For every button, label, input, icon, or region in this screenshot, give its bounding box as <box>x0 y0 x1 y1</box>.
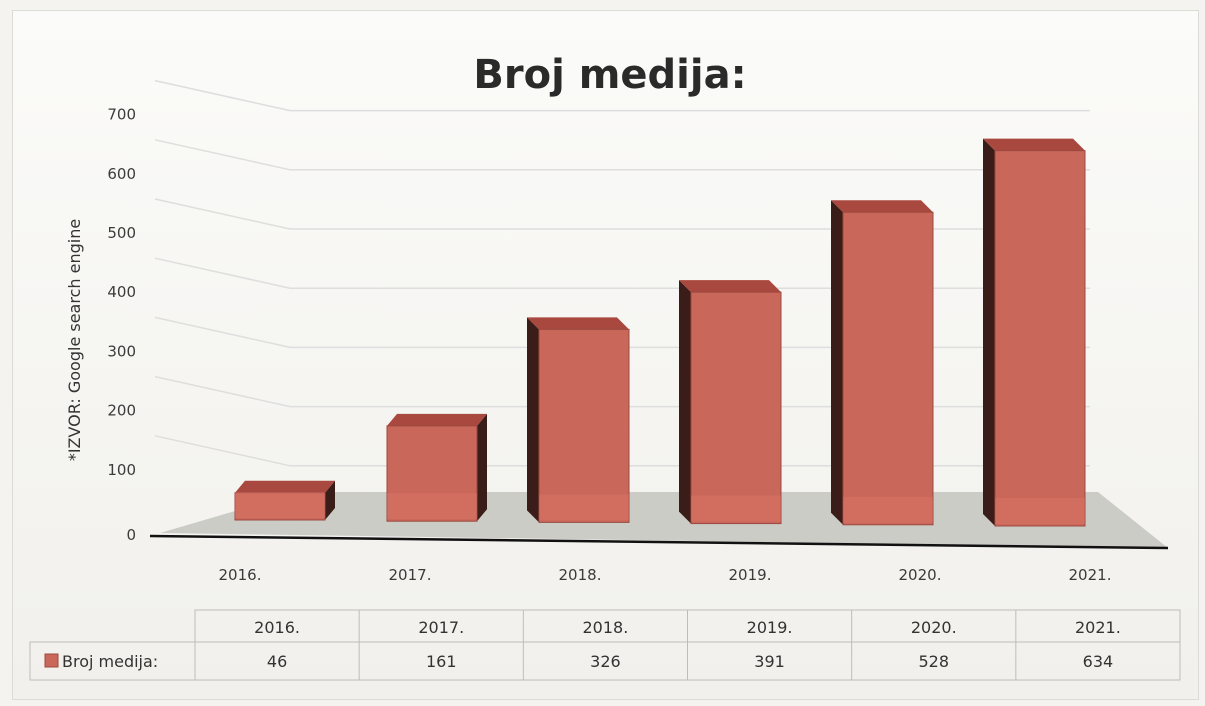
bar-reflection <box>691 495 781 522</box>
table-header-cell: 2018. <box>583 618 629 637</box>
table-value-cell: 161 <box>426 652 457 671</box>
legend-swatch <box>44 653 59 668</box>
bar-side <box>527 317 539 523</box>
table-header-cell: 2020. <box>911 618 957 637</box>
x-axis-line <box>149 534 1169 550</box>
bar-top <box>679 280 781 293</box>
y-axis-label: *IZVOR: Google search engine <box>65 219 84 461</box>
x-tick-label: 2018. <box>559 566 602 584</box>
grid-line <box>154 316 1090 349</box>
table-value-cell: 326 <box>590 652 621 671</box>
y-tick-label: 0 <box>126 526 136 544</box>
bar-side <box>831 200 843 525</box>
y-tick-label: 100 <box>107 461 136 479</box>
bar-top <box>983 138 1085 151</box>
bar <box>842 211 934 526</box>
x-tick-label: 2019. <box>729 566 772 584</box>
grid-line <box>154 79 1090 112</box>
bar-side <box>325 480 335 520</box>
y-axis-ticks: 0 100 200 300 400 500 600 700 <box>107 106 136 544</box>
y-tick-label: 400 <box>107 283 136 301</box>
table-header-cell: 2019. <box>747 618 793 637</box>
bar <box>234 492 326 521</box>
table-value-cell: 391 <box>754 652 785 671</box>
bars <box>234 138 1086 527</box>
data-table: Broj medija: 2016. 46 2017. 161 2018. 326 2019.… <box>29 609 1181 681</box>
x-tick-label: 2016. <box>219 566 262 584</box>
grid-lines <box>154 79 1090 467</box>
bar-side <box>477 413 487 522</box>
x-tick-label: 2017. <box>389 566 432 584</box>
bar-reflection <box>843 496 933 523</box>
bar <box>994 150 1086 527</box>
bar <box>538 328 630 523</box>
bar-reflection <box>387 493 477 520</box>
y-tick-label: 700 <box>107 106 136 124</box>
table-header-cell: 2021. <box>1075 618 1121 637</box>
bar <box>386 425 478 522</box>
legend-series-name: Broj medija: <box>62 652 158 671</box>
chart-title: Broj medija: <box>473 52 746 98</box>
table-header-cell: 2017. <box>418 618 464 637</box>
x-tick-label: 2021. <box>1069 566 1112 584</box>
bar-top <box>831 200 933 213</box>
x-tick-label: 2020. <box>899 566 942 584</box>
y-tick-label: 600 <box>107 165 136 183</box>
table-value-cell: 528 <box>918 652 949 671</box>
y-tick-label: 200 <box>107 402 136 420</box>
y-tick-label: 500 <box>107 224 136 242</box>
bar-top <box>527 317 629 330</box>
table-header-cell: 2016. <box>254 618 300 637</box>
bar-reflection <box>995 498 1085 524</box>
bar-top <box>235 480 335 493</box>
bar-side <box>983 138 995 526</box>
bar <box>690 291 782 525</box>
grid-line <box>154 198 1090 230</box>
grid-line <box>154 435 1090 467</box>
bar-side <box>679 280 691 524</box>
grid-line <box>154 375 1090 408</box>
grid-line <box>154 257 1090 289</box>
table-value-cell: 46 <box>267 652 287 671</box>
bar-reflection <box>539 494 629 521</box>
table-value-cell: 634 <box>1083 652 1114 671</box>
bar-top <box>387 413 487 426</box>
grid-line <box>154 139 1090 171</box>
x-axis-ticks: 2016. 2017. 2018. 2019. 2020. 2021. <box>219 566 1112 584</box>
y-tick-label: 300 <box>107 342 136 360</box>
bar-reflection <box>235 492 325 518</box>
